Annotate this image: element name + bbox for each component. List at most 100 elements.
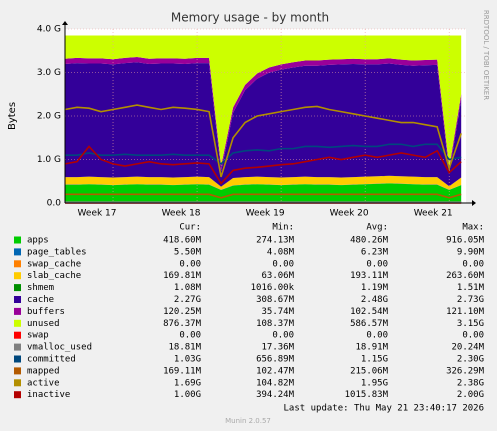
stat-value: 308.67M [256, 295, 295, 305]
line [64, 104, 462, 178]
area [65, 35, 462, 168]
side-text: RRDTOOL / TOBI OETIKER [482, 10, 490, 100]
legend-swatch [14, 367, 21, 375]
stat-value: 6.23M [361, 247, 389, 257]
legend-swatch [14, 248, 21, 256]
stat-value: 274.13M [256, 236, 295, 246]
legend-swatch [14, 331, 21, 339]
stat-value: 102.47M [256, 366, 295, 376]
x-tick-label: Week 19 [246, 209, 285, 219]
legend-swatch [14, 272, 21, 280]
legend-label: slab_cache [27, 271, 81, 281]
stat-value: 0.00 [179, 259, 201, 269]
line [65, 193, 462, 199]
x-tick-label: Week 20 [330, 209, 369, 219]
stat-value: 4.08M [267, 247, 295, 257]
stat-value: 0.00 [272, 259, 294, 269]
stat-value: 1015.83M [345, 390, 389, 400]
legend-label: apps [27, 236, 49, 246]
legend-swatch [14, 343, 21, 351]
stat-value: 0.00 [462, 331, 484, 341]
x-tick-label: Week 21 [414, 209, 453, 219]
stat-value: 5.50M [174, 247, 202, 257]
y-tick-label: 2.0 G [37, 112, 61, 122]
area [65, 175, 462, 190]
stat-value: 104.82M [256, 378, 295, 388]
line [65, 143, 462, 165]
legend-label: swap_cache [27, 259, 81, 269]
stat-value: 18.91M [355, 343, 388, 353]
y-tick-label: 0.0 [47, 199, 62, 209]
x-tick-label: Week 18 [162, 209, 201, 219]
legend-label: buffers [27, 307, 65, 317]
column-header: Min: [272, 223, 294, 233]
stat-value: 102.54M [350, 307, 389, 317]
y-axis-label: Bytes [7, 102, 18, 130]
stat-value: 1.15G [361, 355, 388, 365]
legend-label: committed [27, 355, 76, 365]
stat-value: 3.15G [457, 319, 484, 329]
area [65, 183, 462, 203]
line [64, 145, 462, 185]
stat-value: 63.06M [261, 271, 294, 281]
stat-value: 215.06M [350, 366, 389, 376]
x-tick-label: Week 17 [78, 209, 117, 219]
stat-value: 20.24M [451, 343, 484, 353]
stat-value: 2.00G [457, 390, 484, 400]
legend-swatch [14, 236, 21, 244]
stat-value: 916.05M [446, 236, 485, 246]
axis-arrow [472, 200, 476, 206]
stat-value: 2.30G [457, 355, 484, 365]
last-update: Last update: Thu May 21 23:40:17 2026 [284, 404, 484, 414]
area [65, 62, 462, 187]
legend-label: cache [27, 295, 54, 305]
stat-value: 1.03G [174, 355, 201, 365]
legend-swatch [14, 296, 21, 303]
legend-swatch [14, 391, 21, 399]
legend-swatch [14, 319, 21, 327]
legend-label: mapped [27, 366, 60, 376]
stat-value: 9.90M [457, 247, 485, 257]
stat-value: 108.37M [256, 319, 295, 329]
stat-value: 1.08M [174, 283, 202, 293]
legend-swatch [14, 355, 21, 363]
stat-value: 0.00 [179, 331, 201, 341]
stat-value: 586.57M [350, 319, 389, 329]
stat-value: 2.27G [174, 295, 201, 305]
legend-label: vmalloc_used [27, 343, 92, 353]
stat-value: 0.00 [366, 259, 388, 269]
stat-value: 169.11M [163, 366, 202, 376]
stat-value: 1.19M [361, 283, 389, 293]
chart-title: Memory usage - by month [171, 11, 329, 25]
legend-swatch [14, 260, 21, 268]
stat-value: 1.51M [457, 283, 485, 293]
stat-value: 1.00G [174, 390, 201, 400]
stat-value: 326.29M [446, 366, 485, 376]
stat-value: 121.10M [446, 307, 485, 317]
legend-swatch [14, 307, 21, 315]
stat-value: 18.81M [168, 343, 201, 353]
stat-value: 2.38G [457, 378, 484, 388]
y-tick-label: 3.0 G [37, 68, 61, 78]
y-tick-label: 4.0 G [37, 25, 61, 35]
legend-label: unused [27, 319, 60, 329]
legend-swatch [14, 379, 21, 387]
legend-swatch [14, 284, 21, 292]
stat-value: 263.60M [446, 271, 485, 281]
stat-value: 193.11M [350, 271, 389, 281]
legend-label: inactive [27, 390, 70, 400]
legend-label: shmem [27, 283, 54, 293]
column-header: Avg: [366, 223, 388, 233]
axis-arrow [62, 21, 68, 25]
version: Munin 2.0.57 [225, 417, 271, 425]
stat-value: 394.24M [256, 390, 295, 400]
stat-value: 169.81M [163, 271, 202, 281]
stat-value: 2.48G [361, 295, 388, 305]
legend-label: swap [27, 331, 49, 341]
stat-value: 17.36M [261, 343, 294, 353]
stat-value: 120.25M [163, 307, 202, 317]
legend-label: page_tables [27, 247, 87, 257]
stat-value: 418.60M [163, 236, 202, 246]
stat-value: 876.37M [163, 319, 202, 329]
stat-value: 0.00 [462, 259, 484, 269]
